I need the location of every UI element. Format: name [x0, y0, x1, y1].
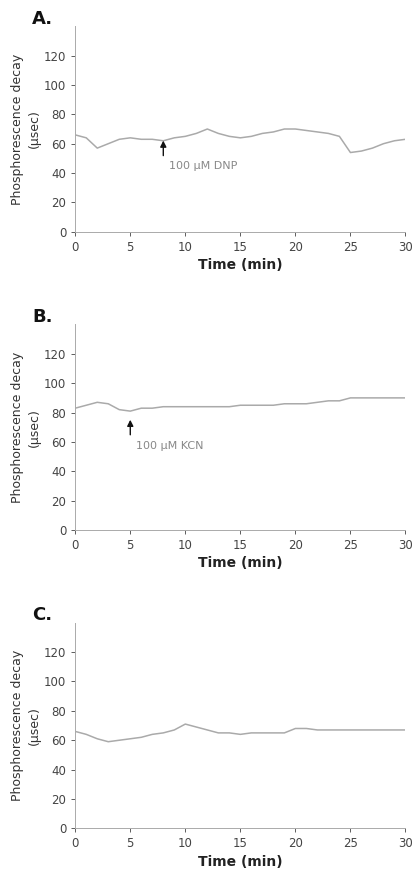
X-axis label: Time (min): Time (min)	[198, 556, 283, 570]
Text: B.: B.	[32, 308, 53, 326]
Text: 100 μM KCN: 100 μM KCN	[136, 440, 203, 451]
Y-axis label: Phosphorescence decay
(μsec): Phosphorescence decay (μsec)	[11, 53, 41, 205]
X-axis label: Time (min): Time (min)	[198, 258, 283, 272]
Y-axis label: Phosphorescence decay
(μsec): Phosphorescence decay (μsec)	[11, 351, 41, 503]
Text: 100 μM DNP: 100 μM DNP	[169, 161, 237, 171]
Y-axis label: Phosphorescence decay
(μsec): Phosphorescence decay (μsec)	[11, 650, 41, 801]
Text: C.: C.	[32, 606, 52, 624]
Text: A.: A.	[32, 10, 54, 28]
X-axis label: Time (min): Time (min)	[198, 855, 283, 869]
